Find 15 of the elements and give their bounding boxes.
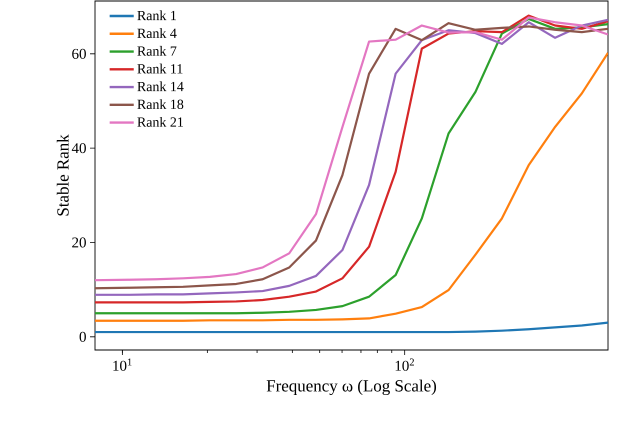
legend-label: Rank 14: [137, 81, 184, 92]
y-axis-title: Stable Rank: [56, 134, 69, 216]
y-tick-label: 0: [80, 332, 86, 342]
y-tick-label: 20: [72, 237, 86, 248]
legend-label: Rank 4: [137, 28, 177, 38]
x-axis-title: Frequency ω (Log Scale): [266, 380, 436, 396]
x-tick-label: 10$^{2}$: [396, 358, 414, 371]
legend-label: Rank 1: [137, 10, 176, 20]
x-tick-label: 10$^{1}$: [113, 358, 132, 371]
legend-label: Rank 21: [137, 116, 183, 127]
legend-label: Rank 18: [137, 99, 184, 110]
legend-label: Rank 11: [137, 64, 182, 74]
legend-label: Rank 7: [137, 46, 176, 56]
y-tick-label: 40: [72, 143, 86, 154]
y-tick-label: 60: [72, 48, 86, 59]
